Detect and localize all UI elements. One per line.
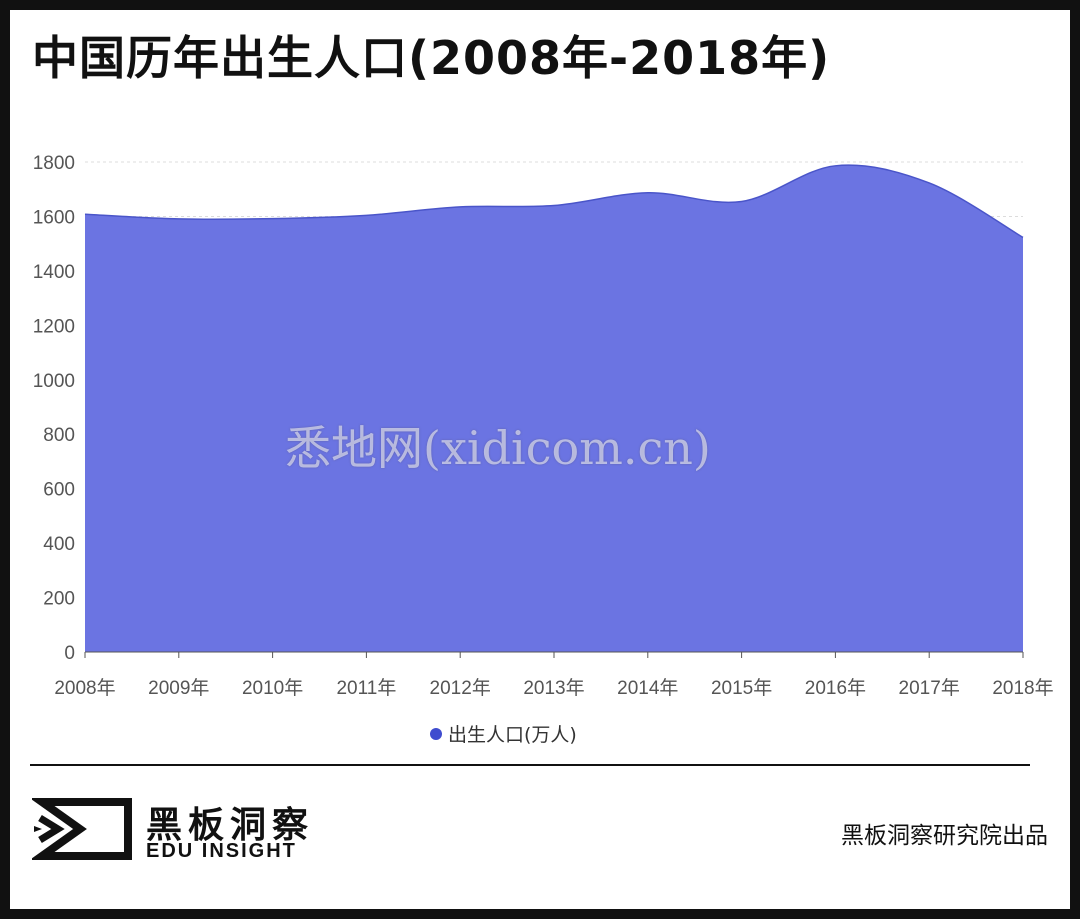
y-tick-label: 1800 xyxy=(33,153,75,174)
x-tick-label: 2013年 xyxy=(523,677,584,699)
x-tick-label: 2015年 xyxy=(711,677,772,699)
x-tick-label: 2009年 xyxy=(148,677,209,699)
area-series-fill xyxy=(85,165,1023,652)
x-tick-label: 2008年 xyxy=(54,677,115,699)
x-tick-label: 2011年 xyxy=(336,677,396,699)
y-tick-label: 400 xyxy=(43,534,75,555)
legend-label: 出生人口(万人) xyxy=(448,724,577,746)
x-tick-label: 2018年 xyxy=(992,677,1053,699)
y-tick-label: 1000 xyxy=(33,371,75,392)
y-tick-label: 0 xyxy=(64,643,75,664)
y-tick-label: 200 xyxy=(43,589,75,610)
brand-name-en: EDU INSIGHT xyxy=(146,840,297,862)
x-tick-label: 2016年 xyxy=(805,677,866,699)
y-tick-label: 1400 xyxy=(33,262,75,283)
chart-legend: 出生人口(万人) xyxy=(430,720,577,747)
x-tick-label: 2010年 xyxy=(242,677,303,699)
brand-name-cn: 黑板洞察 xyxy=(146,805,315,846)
edu-insight-logo-icon xyxy=(32,798,132,860)
y-tick-label: 1200 xyxy=(33,316,75,337)
y-tick-label: 600 xyxy=(43,480,75,501)
y-tick-label: 800 xyxy=(43,425,75,446)
footer-divider xyxy=(30,764,1030,766)
chart-title: 中国历年出生人口(2008年-2018年) xyxy=(32,31,831,85)
x-tick-label: 2012年 xyxy=(430,677,491,699)
y-tick-label: 1600 xyxy=(33,207,75,228)
legend-marker xyxy=(430,727,442,740)
x-tick-label: 2017年 xyxy=(899,677,960,699)
x-tick-label: 2014年 xyxy=(617,677,678,699)
credit-text: 黑板洞察研究院出品 xyxy=(841,823,1048,849)
